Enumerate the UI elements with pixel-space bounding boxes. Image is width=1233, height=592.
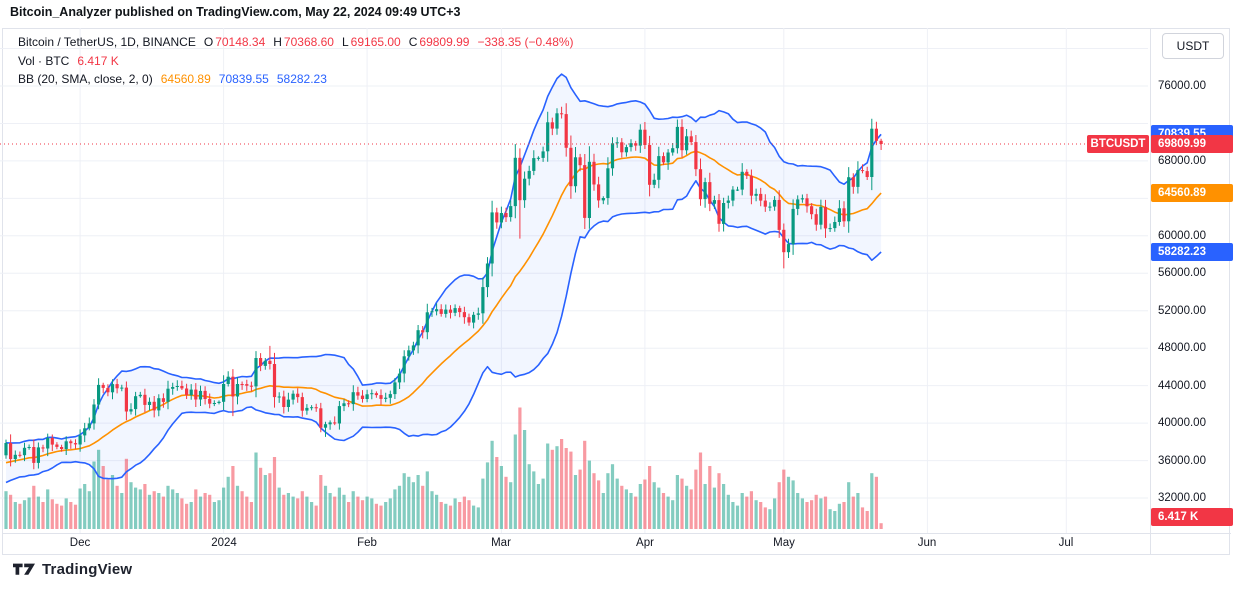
price-chart-canvas[interactable] — [0, 28, 1150, 533]
time-axis[interactable]: Dec 2024 Feb Mar Apr May Jun Jul — [0, 533, 1150, 556]
price-tick-label: 36000.00 — [1158, 455, 1206, 467]
high-label: H — [273, 35, 282, 49]
price-tick-label: 32000.00 — [1158, 492, 1206, 504]
volume-bars — [4, 407, 883, 529]
open-value: 70148.34 — [215, 35, 266, 49]
bollinger-upper-line — [5, 73, 882, 444]
volume-title: Vol · BTC — [18, 53, 70, 68]
legend-volume-row: Vol · BTC 6.417 K — [18, 52, 574, 71]
bb-title: BB (20, SMA, close, 2, 0) — [18, 72, 153, 86]
open-label: O — [203, 35, 214, 49]
last-price-badge: 69809.99 — [1151, 135, 1233, 153]
price-tick-label: 40000.00 — [1158, 417, 1206, 429]
price-tick-label: 56000.00 — [1158, 267, 1206, 279]
legend-bb-row: BB (20, SMA, close, 2, 0) 64560.89 70839.5… — [18, 70, 574, 89]
bb-lower-value: 58282.23 — [276, 72, 327, 86]
low-value: 69165.00 — [350, 35, 401, 49]
attribution-text: Bitcoin_Analyzer published on TradingVie… — [10, 5, 461, 19]
price-tick-label: 68000.00 — [1158, 155, 1206, 167]
high-value: 70368.60 — [283, 35, 334, 49]
price-axis-border — [1150, 28, 1151, 555]
price-tick-label: 48000.00 — [1158, 342, 1206, 354]
bollinger-lower-line — [5, 180, 882, 484]
bb-lower-badge: 58282.23 — [1151, 243, 1233, 261]
time-axis-label: 2024 — [211, 537, 237, 549]
time-axis-label: Jul — [1058, 537, 1074, 549]
candles — [4, 103, 883, 470]
bollinger-band-fill — [6, 74, 882, 483]
time-axis-border — [2, 533, 1231, 534]
time-axis-label: May — [773, 537, 795, 549]
time-axis-label: Apr — [636, 537, 654, 549]
price-tick-label: 76000.00 — [1158, 80, 1206, 92]
price-axis[interactable]: 76000.00 68000.00 60000.00 56000.00 52000.00… — [1151, 28, 1233, 533]
currency-button[interactable]: USDT — [1162, 33, 1224, 59]
bb-upper-value: 70839.55 — [218, 72, 269, 86]
chart-legend: Bitcoin / TetherUS, 1D, BINANCE O 70148.34… — [18, 33, 574, 89]
close-value: 69809.99 — [419, 35, 470, 49]
bb-basis-badge: 64560.89 — [1151, 184, 1233, 202]
time-axis-label: Jun — [917, 537, 937, 549]
volume-value: 6.417 K — [77, 53, 119, 68]
symbol-price-tag: BTCUSDT — [1087, 135, 1149, 153]
time-axis-label: Feb — [357, 537, 377, 549]
time-axis-label: Dec — [69, 537, 91, 549]
tradingview-logo-text: TradingView — [42, 561, 133, 578]
bb-basis-value: 64560.89 — [160, 72, 211, 86]
tradingview-logo[interactable]: TradingView — [13, 561, 132, 578]
chart-frame — [2, 28, 1230, 555]
volume-badge: 6.417 K — [1151, 508, 1233, 526]
price-tick-label: 52000.00 — [1158, 305, 1206, 317]
legend-symbol-row: Bitcoin / TetherUS, 1D, BINANCE O 70148.34… — [18, 33, 574, 52]
price-tick-label: 44000.00 — [1158, 380, 1206, 392]
close-label: C — [408, 35, 418, 49]
price-tick-label: 60000.00 — [1158, 230, 1206, 242]
symbol-title: Bitcoin / TetherUS, 1D, BINANCE — [18, 35, 196, 49]
bollinger-basis-line — [5, 150, 882, 464]
low-label: L — [341, 35, 349, 49]
time-axis-label: Mar — [491, 537, 511, 549]
tradingview-logo-icon — [13, 563, 35, 575]
change-value: −338.35 (−0.48%) — [477, 35, 574, 49]
